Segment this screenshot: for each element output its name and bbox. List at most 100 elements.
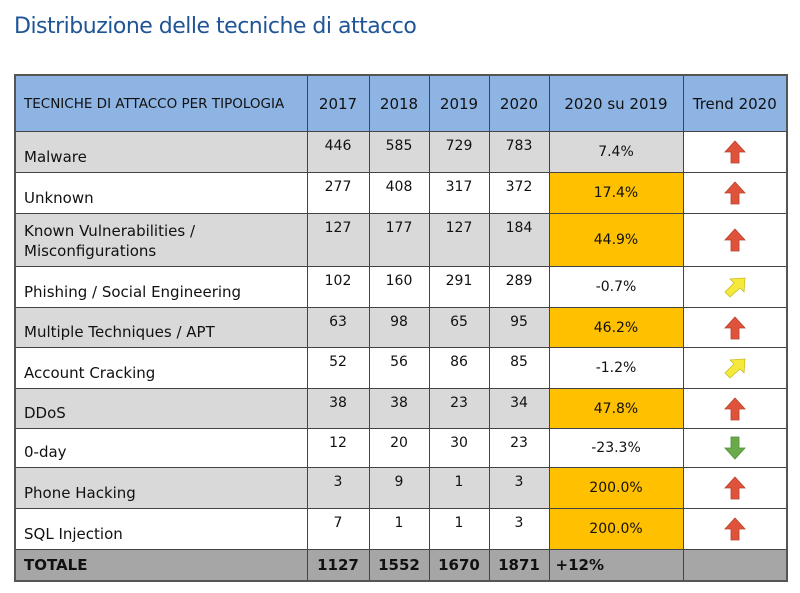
- change-2020-vs-2019: 44.9%: [548, 213, 684, 267]
- value-2020: 3: [488, 508, 550, 550]
- value-2020: 23: [488, 428, 550, 468]
- value-2017: 38: [306, 388, 370, 429]
- value-2020: 289: [488, 266, 550, 308]
- header-technique: TECNICHE DI ATTACCO PER TIPOLOGIA: [14, 74, 308, 132]
- table-row: Account Cracking 52 56 86 85 -1.2%: [14, 347, 788, 389]
- attack-techniques-table: TECNICHE DI ATTACCO PER TIPOLOGIA 2017 2…: [14, 74, 788, 582]
- arrow-up-right-icon: [723, 358, 747, 379]
- value-2017: 12: [306, 428, 370, 468]
- arrow-up-icon: [723, 228, 746, 252]
- change-2020-vs-2019: 46.2%: [548, 307, 684, 348]
- value-2020: 184: [488, 213, 550, 267]
- header-row: TECNICHE DI ATTACCO PER TIPOLOGIA 2017 2…: [14, 74, 788, 132]
- total-2019: 1670: [428, 549, 490, 582]
- change-2020-vs-2019: 200.0%: [548, 467, 684, 509]
- total-trend-empty: [682, 549, 788, 582]
- header-trend: Trend 2020: [682, 74, 788, 132]
- value-2019: 729: [428, 131, 490, 173]
- table-row: Unknown 277 408 317 372 17.4%: [14, 172, 788, 214]
- arrow-up-icon: [723, 315, 746, 339]
- trend-cell: [682, 388, 788, 429]
- header-2019: 2019: [428, 74, 490, 132]
- value-2019: 1: [428, 467, 490, 509]
- technique-label: Phone Hacking: [14, 467, 308, 509]
- value-2017: 127: [306, 213, 370, 267]
- arrow-up-icon: [723, 396, 746, 420]
- arrow-down-icon: [723, 436, 746, 460]
- trend-cell: [682, 508, 788, 550]
- total-2018: 1552: [368, 549, 430, 582]
- table-row: Malware 446 585 729 783 7.4%: [14, 131, 788, 173]
- value-2017: 446: [306, 131, 370, 173]
- change-2020-vs-2019: 47.8%: [548, 388, 684, 429]
- trend-cell: [682, 428, 788, 468]
- change-2020-vs-2019: 17.4%: [548, 172, 684, 214]
- value-2017: 277: [306, 172, 370, 214]
- table-row: Phone Hacking 3 9 1 3 200.0%: [14, 467, 788, 509]
- technique-label: SQL Injection: [14, 508, 308, 550]
- value-2019: 30: [428, 428, 490, 468]
- arrow-up-icon: [723, 140, 746, 164]
- technique-label: 0-day: [14, 428, 308, 468]
- value-2018: 160: [368, 266, 430, 308]
- value-2019: 23: [428, 388, 490, 429]
- technique-label: Multiple Techniques / APT: [14, 307, 308, 348]
- page-title: Distribuzione delle tecniche di attacco: [14, 14, 417, 39]
- change-2020-vs-2019: 200.0%: [548, 508, 684, 550]
- trend-cell: [682, 467, 788, 509]
- header-2018: 2018: [368, 74, 430, 132]
- value-2018: 9: [368, 467, 430, 509]
- header-2020: 2020: [488, 74, 550, 132]
- technique-label: Malware: [14, 131, 308, 173]
- table-row: Phishing / Social Engineering 102 160 291 28…: [14, 266, 788, 308]
- technique-label: Known Vulnerabilities / Misconfiguration…: [14, 213, 308, 267]
- value-2019: 86: [428, 347, 490, 389]
- header-2017: 2017: [306, 74, 370, 132]
- technique-label: DDoS: [14, 388, 308, 429]
- arrow-up-right-icon: [723, 277, 747, 298]
- value-2018: 408: [368, 172, 430, 214]
- value-2019: 127: [428, 213, 490, 267]
- table-row: SQL Injection 7 1 1 3 200.0%: [14, 508, 788, 550]
- value-2019: 317: [428, 172, 490, 214]
- value-2018: 98: [368, 307, 430, 348]
- arrow-up-icon: [723, 181, 746, 205]
- arrow-up-icon: [723, 476, 746, 500]
- value-2019: 1: [428, 508, 490, 550]
- table-row: 0-day 12 20 30 23 -23.3%: [14, 428, 788, 468]
- value-2020: 3: [488, 467, 550, 509]
- change-2020-vs-2019: -1.2%: [548, 347, 684, 389]
- total-row: TOTALE 1127 1552 1670 1871 +12%: [14, 549, 788, 582]
- table-row: Known Vulnerabilities / Misconfiguration…: [14, 213, 788, 267]
- value-2020: 34: [488, 388, 550, 429]
- value-2019: 65: [428, 307, 490, 348]
- trend-cell: [682, 213, 788, 267]
- value-2020: 372: [488, 172, 550, 214]
- change-2020-vs-2019: -0.7%: [548, 266, 684, 308]
- header-change: 2020 su 2019: [548, 74, 684, 132]
- table-row: Multiple Techniques / APT 63 98 65 95 46.2%: [14, 307, 788, 348]
- total-2020: 1871: [488, 549, 550, 582]
- value-2020: 783: [488, 131, 550, 173]
- trend-cell: [682, 266, 788, 308]
- trend-cell: [682, 131, 788, 173]
- table-row: DDoS 38 38 23 34 47.8%: [14, 388, 788, 429]
- value-2017: 3: [306, 467, 370, 509]
- trend-cell: [682, 172, 788, 214]
- value-2018: 585: [368, 131, 430, 173]
- value-2017: 102: [306, 266, 370, 308]
- value-2018: 56: [368, 347, 430, 389]
- value-2018: 177: [368, 213, 430, 267]
- value-2018: 20: [368, 428, 430, 468]
- technique-label: Account Cracking: [14, 347, 308, 389]
- value-2020: 95: [488, 307, 550, 348]
- change-2020-vs-2019: 7.4%: [548, 131, 684, 173]
- trend-cell: [682, 347, 788, 389]
- arrow-up-icon: [723, 517, 746, 541]
- value-2019: 291: [428, 266, 490, 308]
- total-2017: 1127: [306, 549, 370, 582]
- total-label: TOTALE: [14, 549, 308, 582]
- technique-label: Unknown: [14, 172, 308, 214]
- value-2017: 7: [306, 508, 370, 550]
- value-2018: 38: [368, 388, 430, 429]
